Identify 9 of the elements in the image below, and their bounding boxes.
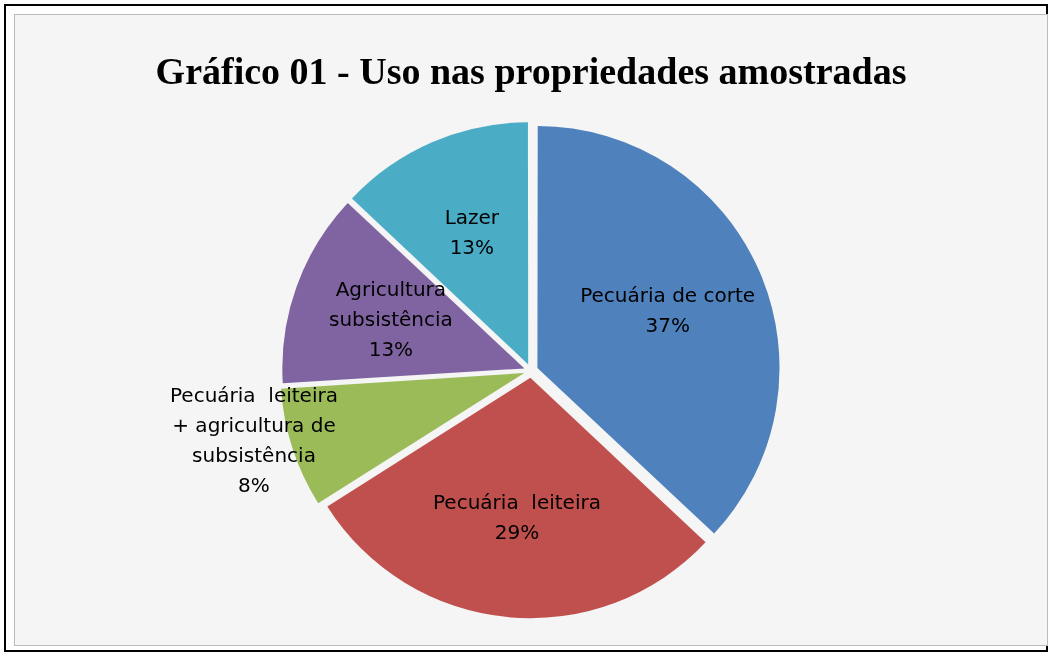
data-label: 29% bbox=[494, 520, 540, 545]
data-label: 37% bbox=[645, 312, 690, 337]
data-label: 13% bbox=[449, 235, 495, 260]
chart-title: Gráfico 01 - Uso nas propriedades amostradas bbox=[155, 49, 907, 92]
slice-label: Pecuária leiteira bbox=[433, 490, 601, 515]
data-label: 13% bbox=[368, 336, 414, 361]
slice-label: Pecuária de corte bbox=[580, 282, 756, 307]
data-label: 8% bbox=[238, 472, 270, 497]
slice-label: Lazer bbox=[444, 205, 500, 230]
